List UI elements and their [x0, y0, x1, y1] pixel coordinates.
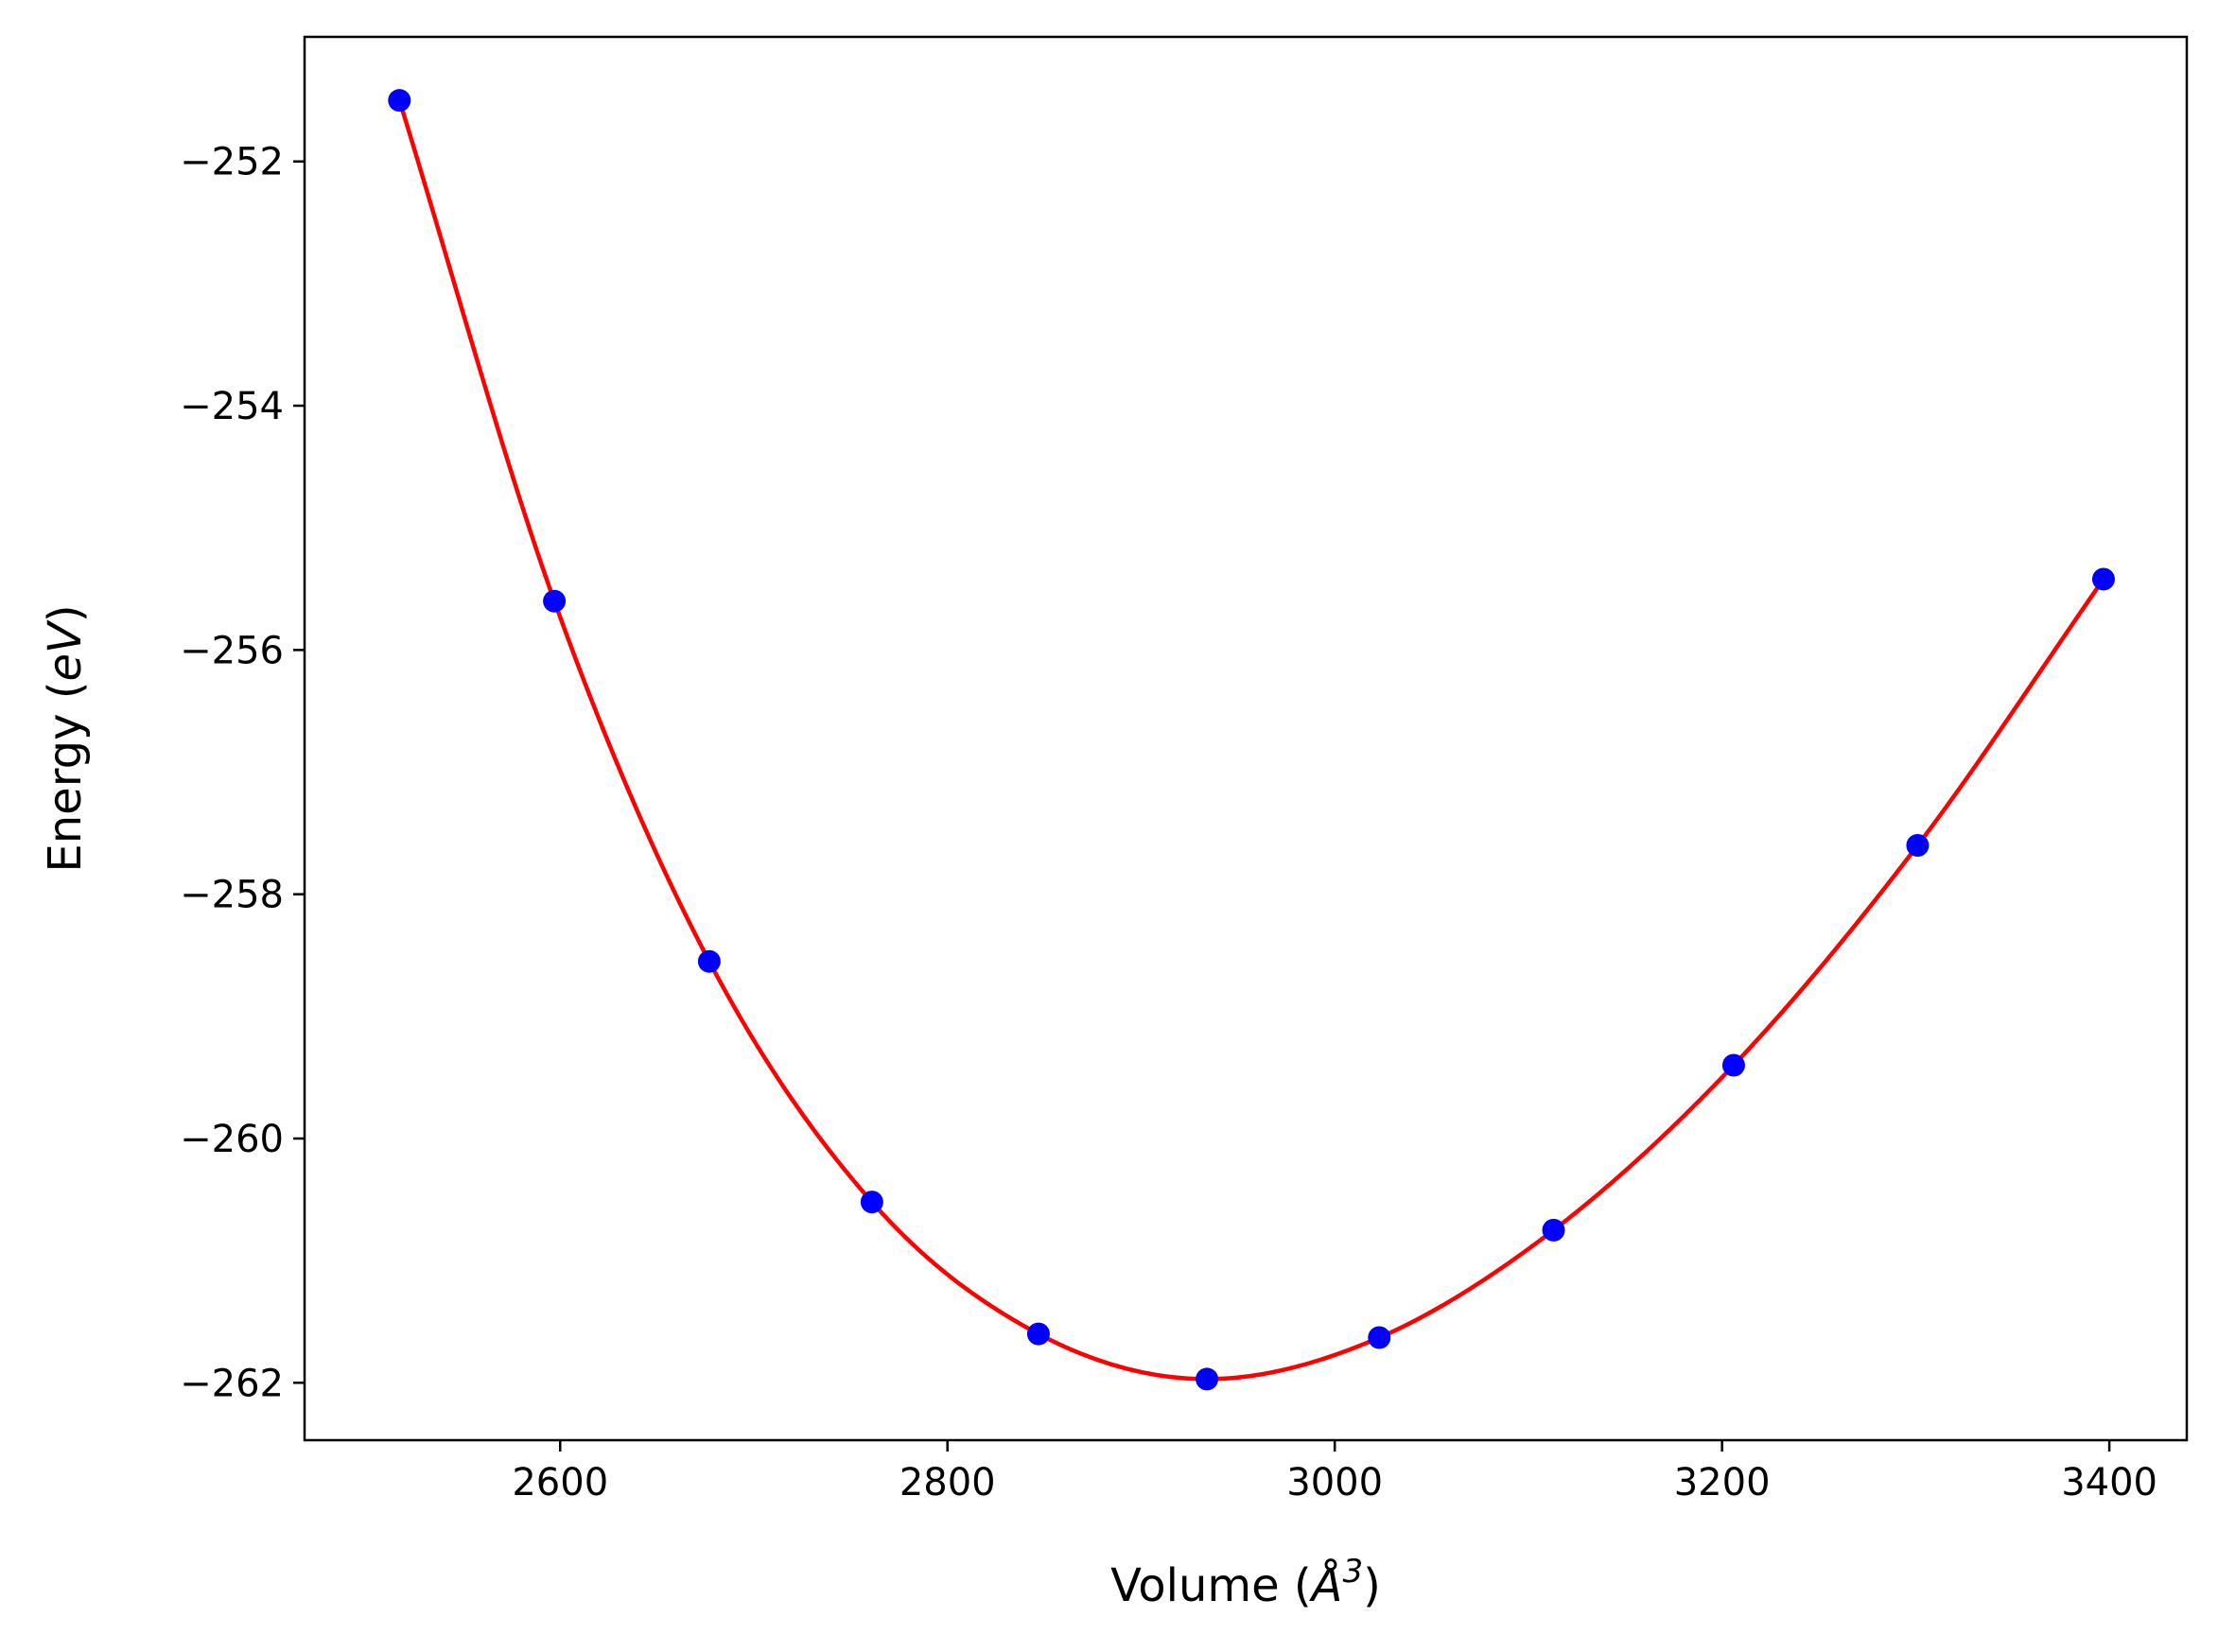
y-axis-unit: eV — [39, 619, 92, 682]
y-axis-ticks: −252 −254 −256 −258 −260 −262 — [180, 141, 305, 1405]
data-point — [1906, 834, 1930, 858]
y-tick-label: −256 — [180, 629, 284, 672]
x-tick-label: 3400 — [2061, 1461, 2157, 1504]
data-point — [860, 1191, 883, 1214]
data-point — [697, 949, 721, 973]
data-point — [1542, 1218, 1565, 1242]
y-tick-label: −262 — [180, 1362, 284, 1405]
y-tick-label: −254 — [180, 385, 284, 428]
plot-area — [305, 37, 2187, 1440]
x-tick-label: 3000 — [1286, 1461, 1383, 1504]
data-point — [2091, 567, 2115, 591]
fit-curve-layer — [397, 99, 2105, 1382]
data-point — [388, 89, 411, 113]
x-tick-label: 3200 — [1674, 1461, 1771, 1504]
x-axis-unit-symbol: Å — [1309, 1558, 1343, 1612]
y-tick-label: −260 — [180, 1118, 284, 1161]
x-tick-label: 2800 — [899, 1461, 996, 1504]
plot-frame — [303, 35, 2189, 1442]
fit-curve-line — [397, 99, 2105, 1382]
x-tick-label: 2600 — [512, 1461, 608, 1504]
data-point — [543, 589, 567, 613]
data-point — [1026, 1322, 1050, 1346]
y-tick-label: −258 — [180, 874, 284, 917]
x-axis-title: Volume (Å3) — [1110, 1553, 1381, 1612]
data-point — [1368, 1326, 1391, 1349]
data-point — [1721, 1053, 1745, 1077]
data-points-layer — [388, 89, 2115, 1391]
data-point — [1196, 1367, 1219, 1391]
y-tick-label: −252 — [180, 141, 284, 184]
x-axis-unit-exponent: 3 — [1342, 1553, 1363, 1591]
x-axis-ticks: 2600 2800 3000 3200 3400 — [512, 1440, 2157, 1504]
y-axis-title: Energy (eV) — [39, 604, 92, 872]
